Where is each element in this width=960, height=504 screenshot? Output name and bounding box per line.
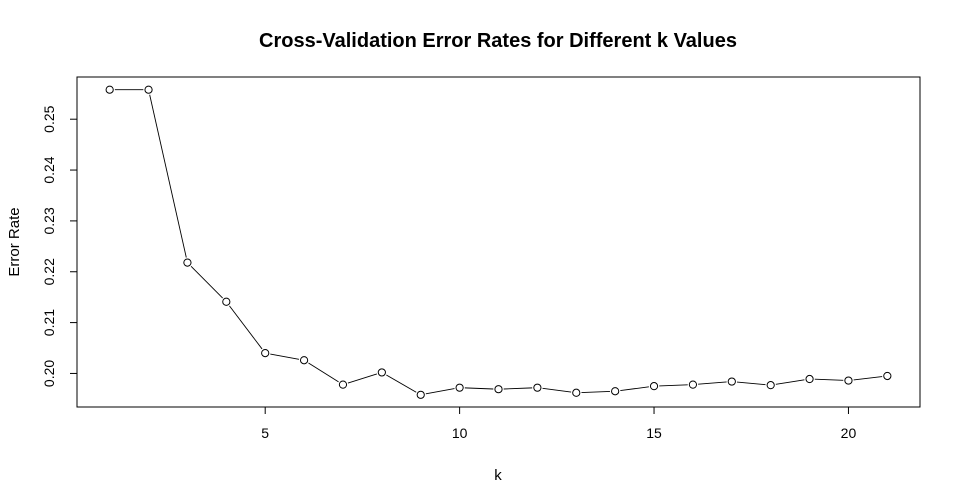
series-line-segment — [229, 305, 263, 350]
data-point — [844, 376, 853, 385]
data-point — [455, 383, 464, 392]
data-point — [649, 382, 659, 391]
chart-title: Cross-Validation Error Rates for Differe… — [259, 30, 737, 52]
series-line-segment — [464, 387, 494, 390]
data-point — [299, 356, 309, 365]
y-axis-label: Error Rate — [6, 207, 23, 276]
x-tick-label: 15 — [646, 425, 662, 441]
data-point — [222, 297, 231, 306]
data-point — [883, 371, 892, 381]
data-point — [494, 385, 503, 394]
data-point — [338, 380, 348, 389]
series-line-segment — [425, 388, 455, 395]
data-point — [144, 85, 153, 94]
x-axis: 5 10 15 20 — [261, 406, 857, 441]
plot-area-frame — [76, 76, 921, 408]
series-line-segment — [814, 378, 844, 381]
data-point — [611, 387, 620, 396]
data-point — [727, 377, 736, 386]
data-point — [183, 258, 192, 267]
data-point — [766, 381, 775, 390]
data-point — [377, 368, 386, 377]
series-line-segment — [270, 353, 300, 360]
y-axis: 0.20 0.21 0.22 0.23 0.24 0.25 — [41, 105, 78, 387]
series-line-segment — [698, 381, 727, 385]
series-line-segment — [736, 381, 766, 386]
series-line-segment — [308, 362, 339, 383]
x-tick-label: 10 — [452, 425, 468, 441]
series-line-segment — [659, 384, 688, 387]
data-point — [261, 349, 270, 358]
y-tick-label: 0.25 — [41, 105, 57, 132]
series-line-segment — [620, 386, 649, 392]
series-line-segment — [542, 387, 572, 393]
data-point — [688, 380, 698, 389]
y-tick-label: 0.21 — [41, 309, 57, 336]
x-tick-label: 5 — [261, 425, 269, 441]
data-point — [416, 390, 425, 399]
x-tick-label: 20 — [841, 425, 857, 441]
y-tick-label: 0.22 — [41, 258, 57, 285]
series-line-segment — [386, 374, 417, 393]
series-line-segment — [503, 387, 533, 390]
y-tick-label: 0.23 — [41, 207, 57, 234]
series-line-segment — [347, 373, 378, 384]
y-tick-label: 0.20 — [41, 360, 57, 387]
y-tick-label: 0.24 — [41, 156, 57, 183]
series-line-segment — [149, 94, 187, 258]
data-point — [805, 374, 814, 384]
data-point — [533, 383, 542, 392]
data-point — [105, 85, 114, 94]
data-point — [572, 388, 581, 397]
series-line-segment — [853, 376, 883, 381]
data-points — [105, 85, 892, 399]
series-line-segment — [581, 390, 610, 394]
series-line-segment — [775, 379, 805, 385]
x-axis-label: k — [494, 467, 502, 484]
series-line-segment — [190, 265, 223, 299]
